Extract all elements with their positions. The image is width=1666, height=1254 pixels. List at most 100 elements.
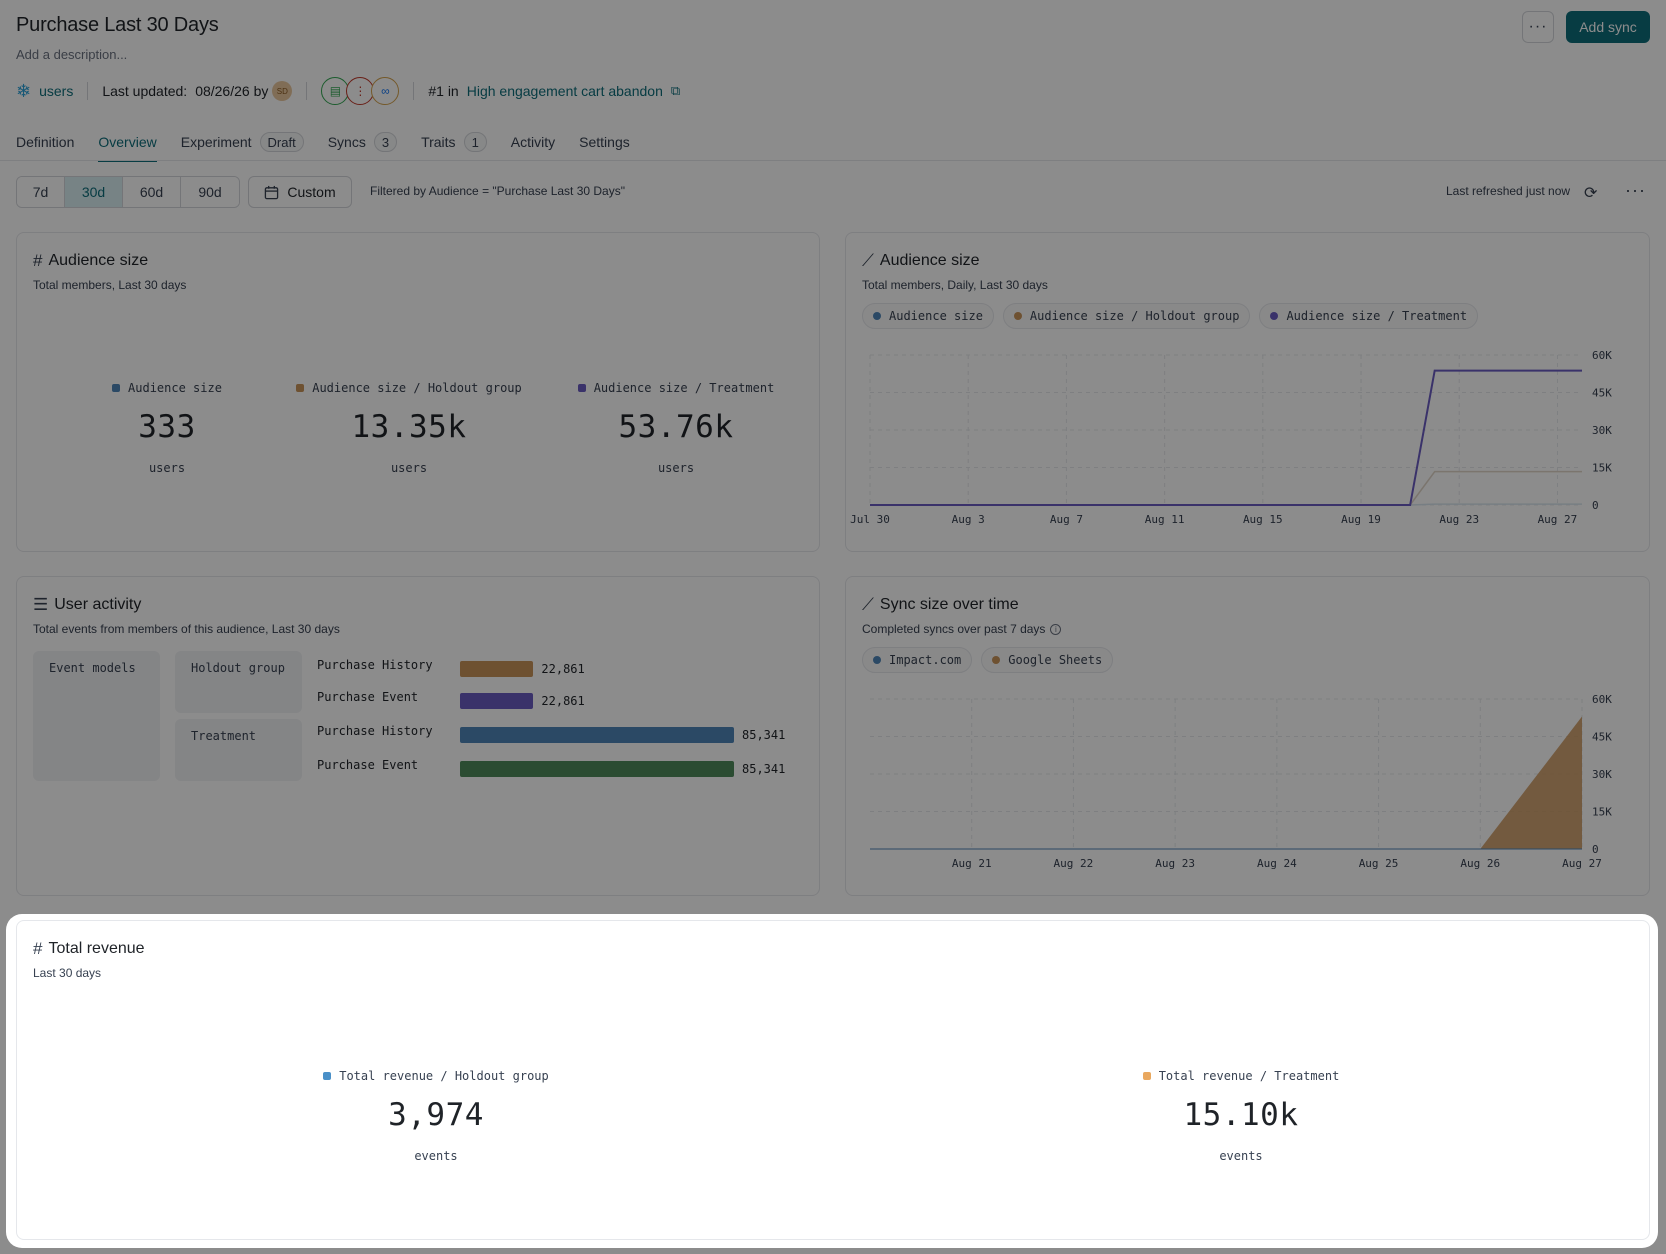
metric-value: 333 <box>138 409 196 445</box>
tab-label: Syncs <box>327 134 366 150</box>
legend-swatch <box>112 384 121 392</box>
legend-swatch <box>577 384 586 392</box>
metric-revenue-holdout: Total revenue / Holdout group 3,974 even… <box>271 1069 601 1163</box>
tab-label: Settings <box>579 134 630 150</box>
refresh-icon[interactable]: ⟳ <box>1584 185 1598 202</box>
custom-range-button[interactable]: Custom <box>248 176 352 208</box>
metric-audience-size: Audience size 333 users <box>57 381 277 475</box>
activity-value: 22,861 <box>541 662 585 676</box>
divider <box>87 82 89 100</box>
description-field[interactable]: Add a description... <box>16 47 128 62</box>
tab-label: Definition <box>16 134 75 150</box>
card-title: ⟋ Sync size over time <box>862 595 1019 614</box>
external-link-icon[interactable]: ⧉ <box>670 83 681 98</box>
activity-bar[interactable] <box>460 727 734 743</box>
metric-label: Total revenue / Treatment <box>1091 1069 1391 1083</box>
x-tick-label: Aug 23 <box>1155 857 1195 870</box>
count-badge: 1 <box>463 132 487 152</box>
tab-label: Experiment <box>180 134 252 150</box>
x-tick-label: Aug 23 <box>1439 513 1479 526</box>
snowflake-icon: ❄ <box>16 81 32 101</box>
x-tick-label: Aug 15 <box>1243 513 1283 526</box>
bar-chart-icon: ☰ <box>33 595 49 614</box>
group-holdout: Holdout group <box>175 651 302 713</box>
row-label: Purchase History <box>317 724 433 738</box>
x-tick-label: Aug 24 <box>1257 857 1297 870</box>
activity-bar[interactable] <box>460 761 734 777</box>
rank-link[interactable]: High engagement cart abandon <box>466 83 663 99</box>
metric-label: Audience size / Treatment <box>551 381 801 395</box>
range-90d-button[interactable]: 90d <box>181 177 239 207</box>
card-subtitle: Total members, Last 30 days <box>33 278 187 292</box>
hash-icon: # <box>33 939 43 958</box>
legend-swatch <box>1142 1072 1151 1080</box>
audience-size-line-chart[interactable]: 0 15K 30K 45K 60K Jul 30 Aug 3 Aug 7 Aug 11 Aug 1… <box>846 233 1651 553</box>
x-tick-label: Aug 27 <box>1538 513 1578 526</box>
range-30d-button[interactable]: 30d <box>65 177 123 207</box>
tab-traits[interactable]: Traits 1 <box>421 126 487 158</box>
x-tick-label: Jul 30 <box>850 513 890 526</box>
series-line <box>870 470 1582 506</box>
tab-overview[interactable]: Overview <box>98 126 158 162</box>
group-treatment: Treatment <box>175 719 302 781</box>
tab-settings[interactable]: Settings <box>579 126 630 158</box>
metric-value: 53.76k <box>618 409 734 445</box>
range-60d-button[interactable]: 60d <box>123 177 181 207</box>
audience-size-card: # Audience size Total members, Last 30 da… <box>16 232 820 552</box>
avatar: SD <box>272 81 293 101</box>
activity-bar[interactable] <box>460 693 534 709</box>
sync-size-area-chart[interactable]: 0 15K 30K 45K 60K Aug 21 Aug 22 Aug 23 Aug 24 Aug… <box>846 577 1651 897</box>
info-icon[interactable]: i <box>1050 623 1062 635</box>
refresh-status: Last refreshed just now <box>1446 184 1571 198</box>
y-tick-label: 60K <box>1592 693 1612 706</box>
row-label: Purchase Event <box>317 690 419 704</box>
tab-definition[interactable]: Definition <box>16 126 74 158</box>
tab-experiment[interactable]: Experiment Draft <box>181 126 304 158</box>
card-title: # Total revenue <box>33 939 145 958</box>
more-options-button[interactable]: ··· <box>1522 11 1554 43</box>
meta-icon: ∞ <box>371 77 400 105</box>
legend-item[interactable]: Impact.com <box>862 647 973 673</box>
metric-holdout: Audience size / Holdout group 13.35k use… <box>279 381 539 475</box>
page-title: Purchase Last 30 Days <box>16 14 219 36</box>
tab-activity[interactable]: Activity <box>511 126 555 158</box>
line-chart-icon: ⟋ <box>862 595 874 614</box>
metric-label: Total revenue / Holdout group <box>271 1069 601 1083</box>
y-tick-label: 45K <box>1592 387 1612 400</box>
google-sheets-icon: ▤ <box>321 77 350 105</box>
y-tick-label: 0 <box>1592 843 1599 856</box>
rank-prefix: #1 in <box>428 83 459 99</box>
last-updated-label: Last updated: <box>102 83 188 99</box>
tab-label: Traits <box>421 134 456 150</box>
destination-icon: ⋮ <box>346 77 375 105</box>
divider <box>306 82 308 100</box>
series-area <box>870 716 1582 849</box>
legend-item[interactable]: Audience size <box>862 303 994 329</box>
tab-syncs[interactable]: Syncs 3 <box>327 126 398 158</box>
activity-bar[interactable] <box>460 661 534 677</box>
metric-label: Audience size / Holdout group <box>279 381 539 395</box>
legend-item[interactable]: Google Sheets <box>981 647 1114 673</box>
x-tick-label: Aug 27 <box>1562 857 1602 870</box>
card-subtitle: Total members, Daily, Last 30 days <box>862 278 1048 292</box>
legend-dot <box>873 656 881 664</box>
add-sync-button[interactable]: Add sync <box>1566 11 1650 43</box>
row-label: Purchase History <box>317 658 433 672</box>
status-badge: Draft <box>259 132 304 152</box>
legend-item[interactable]: Audience size / Treatment <box>1259 303 1479 329</box>
y-tick-label: 30K <box>1592 424 1612 437</box>
legend-dot <box>1270 312 1279 320</box>
card-title: ☰ User activity <box>33 595 142 614</box>
metric-unit: users <box>390 461 428 475</box>
legend-dot <box>992 656 1001 664</box>
range-7d-button[interactable]: 7d <box>17 177 65 207</box>
metric-revenue-treatment: Total revenue / Treatment 15.10k events <box>1091 1069 1391 1163</box>
card-subtitle: Completed syncs over past 7 days i <box>862 622 1062 636</box>
more-options-icon[interactable]: ··· <box>1625 180 1646 200</box>
legend-item[interactable]: Audience size / Holdout group <box>1002 303 1251 329</box>
source-link[interactable]: users <box>39 83 74 99</box>
y-tick-label: 15K <box>1592 806 1612 819</box>
metric-value: 15.10k <box>1183 1097 1299 1133</box>
destination-icons[interactable]: ▤ ⋮ ∞ <box>321 77 400 105</box>
